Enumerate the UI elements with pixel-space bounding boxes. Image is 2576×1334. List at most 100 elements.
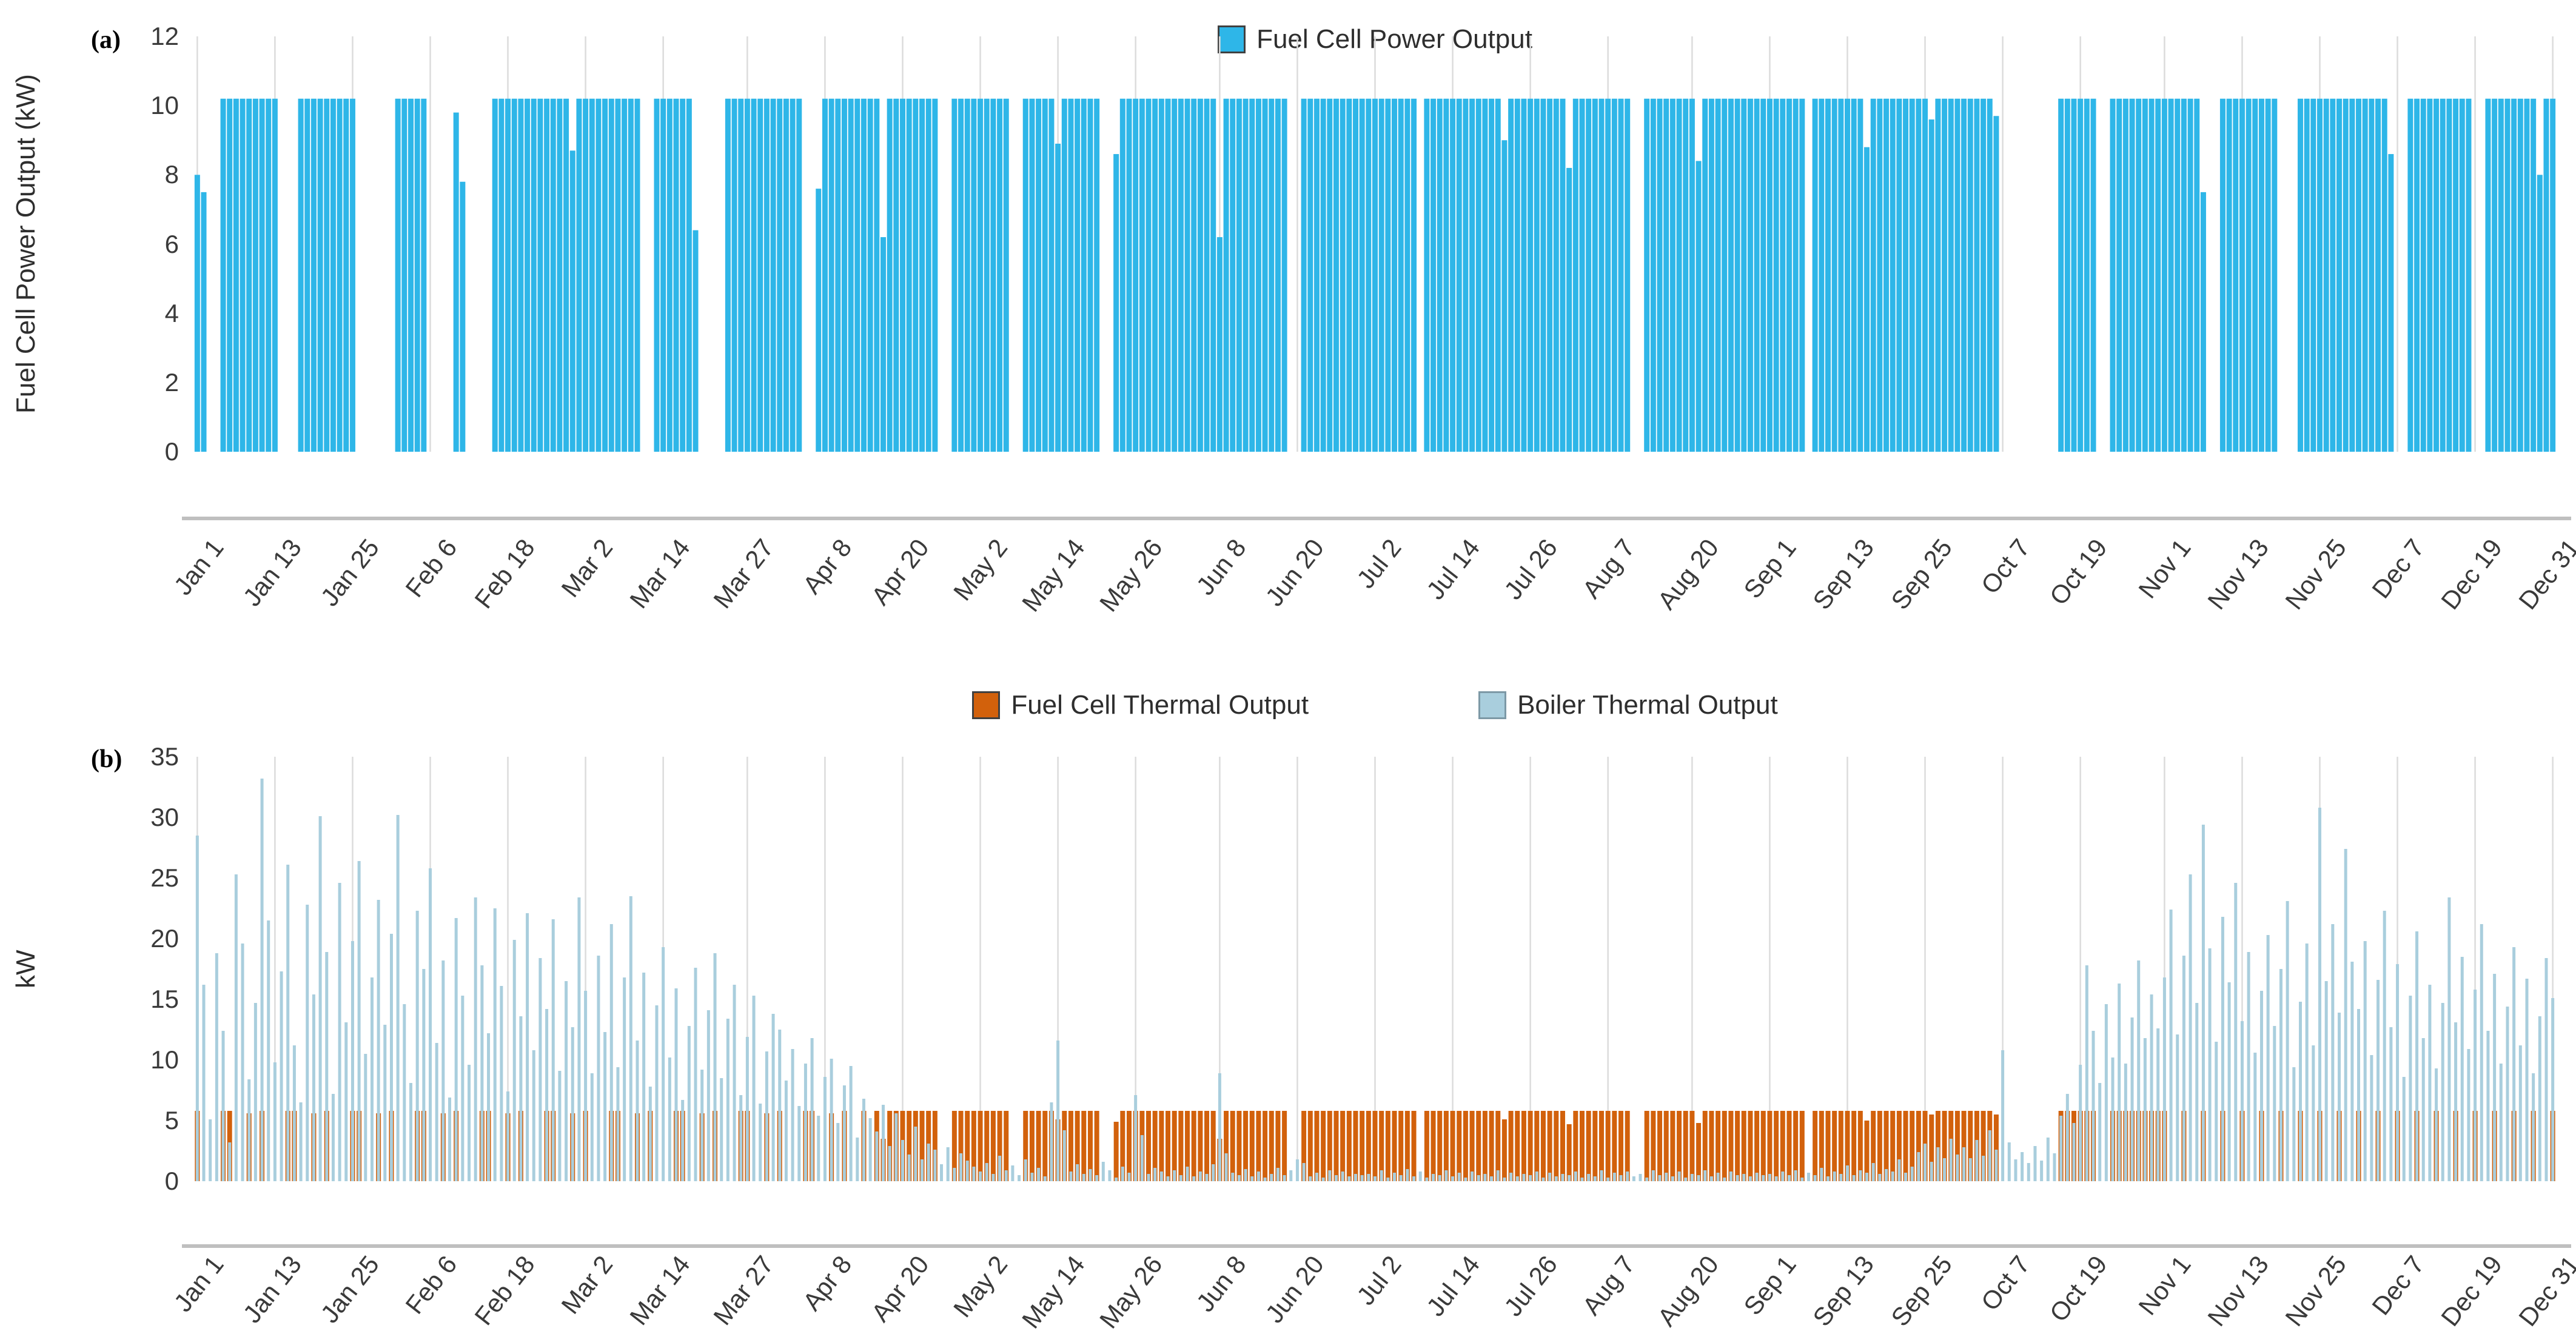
bar — [1639, 1174, 1642, 1181]
bar — [435, 1043, 438, 1181]
bar — [1723, 1178, 1726, 1181]
bar — [1451, 1176, 1455, 1181]
bar — [2219, 98, 2225, 452]
bar — [1728, 1111, 1734, 1181]
bar — [1644, 98, 1650, 452]
bar — [1210, 98, 1216, 452]
bar — [1625, 1111, 1630, 1181]
y-tick-label-a: 12 — [150, 22, 179, 50]
bar — [1450, 1111, 1455, 1181]
bar — [1600, 1170, 1603, 1181]
bar — [2474, 990, 2477, 1181]
bar — [1870, 98, 1876, 452]
bar — [1133, 98, 1139, 452]
bar — [1554, 1111, 1559, 1181]
bar — [1398, 1111, 1404, 1181]
y-tick-label-b: 15 — [150, 985, 179, 1013]
bar — [1514, 98, 1520, 452]
bar — [429, 868, 432, 1181]
bar — [1475, 98, 1481, 452]
bar — [2304, 98, 2310, 452]
bar — [2492, 98, 2498, 452]
bar — [1076, 1164, 1079, 1181]
bar — [1515, 1111, 1520, 1181]
bar — [2118, 984, 2121, 1181]
bar — [666, 98, 673, 452]
bar — [1333, 1111, 1339, 1181]
bar — [693, 230, 699, 452]
bar — [602, 98, 608, 452]
bar — [1256, 1111, 1261, 1181]
bar — [1262, 98, 1268, 452]
x-tick-label-a: Feb 6 — [399, 534, 463, 603]
bar — [1270, 1174, 1273, 1181]
bar — [1574, 1171, 1577, 1181]
bar — [1101, 1162, 1105, 1181]
bar — [1437, 1111, 1443, 1181]
bar — [545, 1009, 549, 1181]
bar — [1314, 1111, 1320, 1181]
x-tick-label-b: Mar 14 — [624, 1250, 696, 1330]
bar — [2298, 1002, 2302, 1181]
y-axis-title-b: kW — [11, 950, 41, 988]
bar — [1061, 98, 1067, 452]
bar — [1139, 98, 1145, 452]
bar — [1043, 1176, 1047, 1181]
bar — [2014, 1159, 2018, 1181]
bar — [1857, 1111, 1863, 1181]
bar — [1113, 154, 1119, 452]
bar — [1048, 98, 1055, 452]
bar — [1954, 1111, 1960, 1181]
bar — [1993, 1114, 1999, 1181]
bar — [1483, 1174, 1487, 1181]
bar — [1747, 98, 1753, 452]
y-tick-label-a: 0 — [164, 437, 179, 466]
bar — [1708, 98, 1714, 452]
bar — [310, 98, 317, 452]
bar — [1295, 1159, 1299, 1181]
bar — [2161, 98, 2167, 452]
bar — [2027, 1163, 2030, 1181]
bar — [1495, 98, 1501, 452]
bar — [273, 1062, 277, 1181]
bar — [2272, 98, 2278, 452]
bar — [1152, 1111, 1158, 1181]
bar — [1845, 98, 1850, 452]
bar — [1192, 1176, 1196, 1181]
bar — [1755, 1173, 1759, 1181]
legend-a: Fuel Cell Power Output — [194, 24, 2556, 55]
bar — [609, 924, 613, 1181]
bar — [1690, 1174, 1694, 1181]
bar — [1411, 1111, 1417, 1181]
bar — [725, 98, 731, 452]
bar — [1838, 98, 1844, 452]
bar — [1515, 1176, 1519, 1181]
bar — [1975, 1140, 1979, 1181]
bar — [1825, 98, 1831, 452]
bar — [1644, 1111, 1649, 1181]
bar — [1159, 1171, 1163, 1181]
bar — [1432, 1174, 1435, 1181]
bar — [1437, 98, 1443, 452]
bar — [2046, 1138, 2050, 1181]
y-tick-label-b: 10 — [150, 1045, 179, 1074]
bar — [783, 98, 789, 452]
bar — [1813, 1111, 1818, 1181]
bar — [220, 98, 226, 452]
bar — [971, 98, 977, 452]
bar — [2201, 825, 2205, 1181]
bar — [1974, 98, 1980, 452]
bar — [519, 1016, 523, 1181]
bar — [1263, 1178, 1267, 1181]
bar — [1340, 98, 1346, 452]
bar — [1398, 98, 1404, 452]
bar — [195, 836, 199, 1181]
bar — [2369, 98, 2375, 452]
bar — [1741, 98, 1747, 452]
bar — [1087, 1111, 1093, 1181]
bar — [1728, 98, 1734, 452]
x-tick-label-a: Jul 26 — [1498, 534, 1563, 605]
bar — [700, 1070, 704, 1181]
bar — [2362, 98, 2368, 452]
bar — [2040, 1161, 2044, 1181]
